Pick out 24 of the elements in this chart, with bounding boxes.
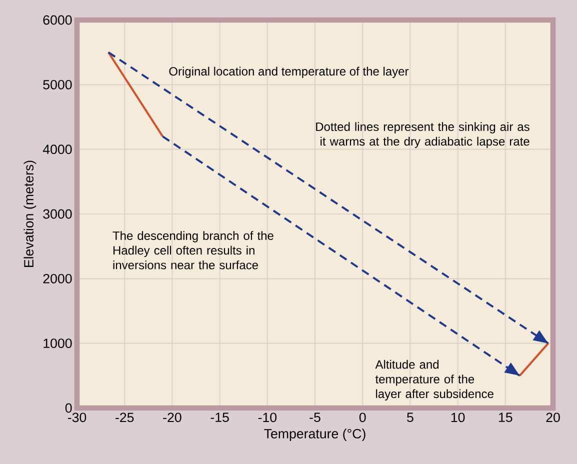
- x-tick-label: 20: [546, 412, 560, 422]
- y-axis-title: Elevation (meters): [24, 160, 36, 268]
- y-tick-label: 1000: [44, 338, 72, 348]
- x-tick-label: -5: [310, 412, 320, 422]
- x-tick-label: -30: [68, 412, 86, 422]
- y-tick-label: 5000: [43, 80, 72, 90]
- x-tick-label: -15: [210, 412, 229, 422]
- x-tick-label: -20: [163, 412, 182, 422]
- x-tick-label: 10: [451, 412, 465, 422]
- annotation: Dotted lines represent the sinking air as it warms at the dry adiabatic lapse rate: [316, 122, 530, 148]
- y-tick-label: 0: [65, 403, 72, 413]
- y-tick-label: 4000: [42, 144, 72, 154]
- y-tick-label: 6000: [43, 15, 72, 25]
- annotation: Original location and temperature of the layer: [169, 66, 409, 78]
- annotation: Altitude and temperature of the layer after subsidence: [375, 360, 494, 400]
- y-tick-label: 2000: [43, 274, 72, 284]
- x-tick-label: 0: [359, 412, 366, 422]
- x-tick-label: -25: [116, 412, 134, 422]
- x-tick-label: -10: [258, 412, 277, 422]
- y-tick-label: 3000: [43, 209, 72, 219]
- x-tick-label: 15: [499, 412, 512, 422]
- x-axis-title: Temperature (°C): [264, 428, 366, 442]
- annotation: The descending branch of the Hadley cell often results in inversions near the surface: [112, 231, 274, 270]
- x-tick-label: 5: [407, 412, 414, 422]
